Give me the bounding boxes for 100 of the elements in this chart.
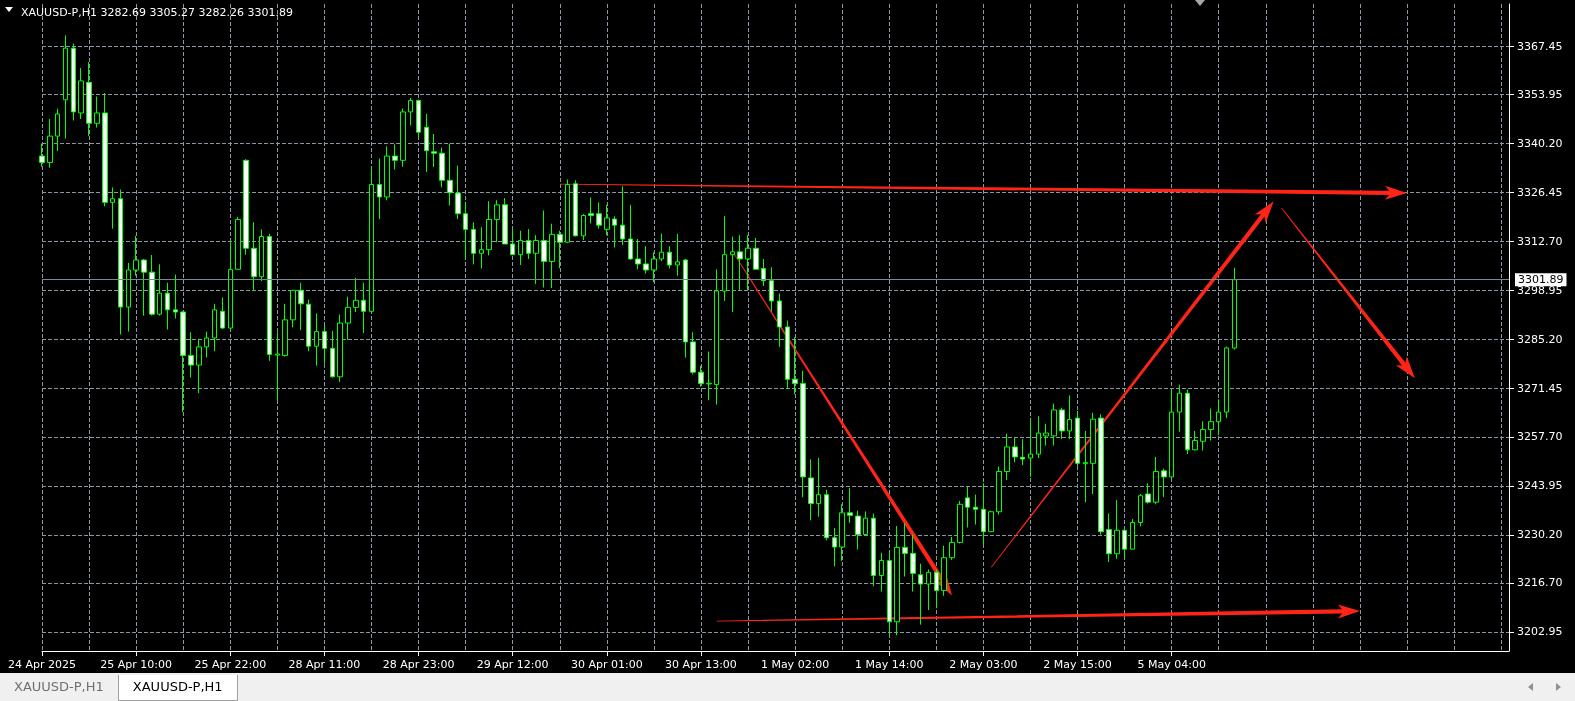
candlestick [1185, 389, 1190, 455]
candlestick [282, 303, 288, 358]
candlestick [408, 97, 413, 126]
candlestick [1224, 346, 1229, 419]
candlestick [212, 303, 217, 352]
candlestick [792, 336, 798, 395]
x-tick-label: 29 Apr 12:00 [476, 658, 549, 671]
candlestick [1138, 493, 1143, 527]
candlestick [949, 536, 955, 561]
candlestick [353, 277, 359, 313]
candlestick [879, 552, 884, 593]
candlestick [149, 254, 155, 317]
candlestick [361, 282, 366, 334]
x-tick-label: 1 May 14:00 [855, 658, 924, 671]
y-tick-label: 3367.45 [1517, 39, 1563, 53]
candlestick [180, 310, 186, 413]
candlestick [471, 221, 476, 265]
candlestick [439, 147, 445, 188]
candlestick [808, 458, 814, 521]
candlestick [173, 274, 178, 319]
candlestick [581, 213, 586, 241]
candlestick [1153, 456, 1159, 505]
candlestick [314, 312, 319, 367]
candlestick [730, 236, 735, 313]
candlestick [557, 230, 563, 269]
candlestick [400, 108, 406, 168]
candlestick [157, 263, 162, 317]
candlestick [588, 196, 594, 224]
ref-line-label: 3301.89 [1518, 273, 1564, 287]
candlestick [306, 299, 311, 352]
chart-title: XAUUSD-P,H1 3282.69 3305.27 3282.26 3301.89 [21, 6, 293, 19]
candlestick [377, 158, 382, 220]
candlestick [110, 186, 115, 230]
candlestick [228, 241, 233, 331]
candlestick [1059, 407, 1065, 440]
candlestick [1075, 410, 1080, 468]
y-tick-label: 3202.95 [1517, 625, 1563, 639]
candlestick [165, 282, 170, 330]
y-tick-label: 3230.20 [1517, 528, 1563, 542]
candlestick [1028, 419, 1033, 478]
candlestick [902, 522, 908, 578]
x-tick-label: 30 Apr 01:00 [570, 658, 643, 671]
candlestick [424, 113, 429, 173]
candlestick [510, 228, 515, 256]
candlestick [573, 179, 578, 238]
candlestick [659, 233, 664, 262]
candlestick [526, 228, 531, 260]
candlestick [934, 568, 939, 609]
candlestick [533, 234, 539, 285]
x-tick-label: 30 Apr 13:00 [665, 658, 737, 671]
candlestick [988, 510, 994, 533]
candlestick [416, 98, 421, 138]
candlestick [745, 234, 751, 291]
text: XAUUSD-P,H1 [0, 675, 118, 701]
x-tick-label: 2 May 03:00 [949, 658, 1018, 671]
candlestick [447, 143, 453, 207]
candlestick [894, 525, 900, 636]
candlestick [518, 230, 523, 266]
candlestick [769, 266, 774, 312]
x-tick-label: 28 Apr 23:00 [382, 658, 455, 671]
candlestick [1177, 384, 1182, 433]
candlestick [816, 457, 821, 518]
x-tick-label: 1 May 02:00 [760, 658, 830, 671]
candlestick [141, 258, 147, 317]
candlestick [1051, 403, 1057, 447]
candlestick [1161, 468, 1167, 498]
candlestick [965, 486, 970, 528]
candlestick [133, 235, 139, 277]
candlestick [102, 92, 108, 207]
candlestick [494, 199, 500, 243]
y-tick-label: 3257.70 [1517, 430, 1563, 444]
candlestick [714, 268, 719, 406]
candlestick [94, 96, 100, 129]
candlestick [220, 296, 225, 330]
candlestick [431, 133, 437, 168]
candlestick [635, 238, 641, 270]
candlestick [118, 189, 123, 335]
candlestick [722, 215, 727, 302]
candlestick [1216, 398, 1221, 436]
candlestick [384, 145, 390, 201]
candlestick [1122, 529, 1127, 559]
candlestick [463, 201, 468, 260]
candlestick [973, 494, 978, 526]
candlestick [369, 168, 374, 312]
candlestick [832, 527, 837, 567]
candlestick [78, 67, 84, 120]
y-tick-label: 3271.45 [1517, 381, 1563, 395]
x-tick-label: 5 May 04:00 [1137, 658, 1206, 671]
candlestick [1145, 482, 1151, 505]
candlestick [1012, 436, 1018, 463]
candlestick [322, 325, 327, 365]
candlestick [690, 331, 696, 375]
y-tick-label: 3340.20 [1517, 136, 1563, 150]
candlestick [47, 118, 53, 169]
candlestick [86, 61, 92, 137]
candlestick [1043, 423, 1049, 447]
candlestick [863, 510, 868, 537]
candlestick [1090, 412, 1096, 495]
candlestick [620, 185, 625, 246]
candlestick [871, 513, 876, 587]
